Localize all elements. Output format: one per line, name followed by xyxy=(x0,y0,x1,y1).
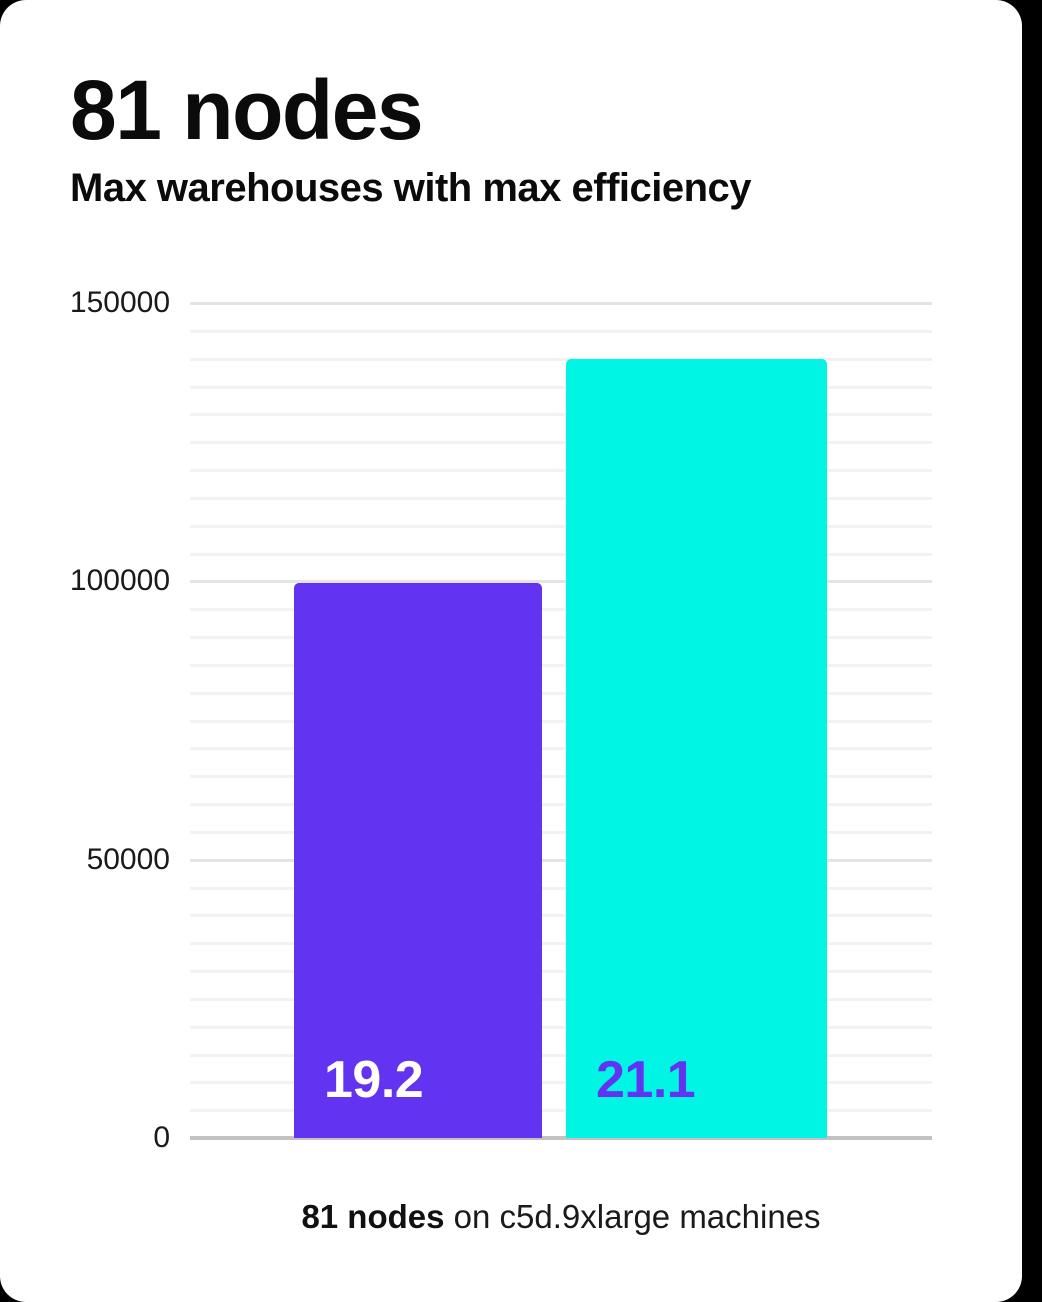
chart-bar: 19.2 xyxy=(294,583,542,1138)
minor-gridline xyxy=(190,329,932,333)
y-axis-tick-label: 0 xyxy=(153,1121,170,1154)
minor-gridline xyxy=(190,413,932,417)
y-axis-tick-label: 50000 xyxy=(86,842,170,876)
major-gridline xyxy=(190,302,932,305)
page-subtitle: Max warehouses with max efficiency xyxy=(70,166,752,210)
bar-value-label: 21.1 xyxy=(596,1051,696,1109)
minor-gridline xyxy=(190,469,932,472)
chart-bar: 21.1 xyxy=(566,358,827,1138)
caption-regular-text: on c5d.9xlarge machines xyxy=(444,1198,821,1235)
minor-gridline xyxy=(190,691,932,695)
minor-gridline xyxy=(190,1025,932,1029)
minor-gridline xyxy=(190,1109,932,1113)
major-gridline xyxy=(190,858,932,862)
page-title: 81 nodes xyxy=(70,63,424,157)
y-axis-tick-label: 100000 xyxy=(69,564,170,598)
major-gridline xyxy=(190,580,932,584)
minor-gridline xyxy=(190,441,932,445)
minor-gridline xyxy=(190,803,932,806)
minor-gridline xyxy=(190,496,932,500)
chart-caption: 81 nodes on c5d.9xlarge machines xyxy=(190,1197,932,1237)
minor-gridline xyxy=(190,385,932,389)
minor-gridline xyxy=(190,608,932,612)
minor-gridline xyxy=(190,970,932,973)
y-axis-tick-label: 150000 xyxy=(69,286,170,319)
minor-gridline xyxy=(190,747,932,751)
minor-gridline xyxy=(190,775,932,779)
minor-gridline xyxy=(190,1053,932,1057)
caption-bold-text: 81 nodes xyxy=(301,1198,445,1235)
minor-gridline xyxy=(190,719,932,723)
bar-value-label: 19.2 xyxy=(324,1051,424,1109)
minor-gridline xyxy=(190,942,932,946)
minor-gridline xyxy=(190,886,932,890)
minor-gridline xyxy=(190,830,932,834)
minor-gridline xyxy=(190,524,932,528)
minor-gridline xyxy=(190,552,932,556)
x-axis-line xyxy=(190,1136,932,1140)
minor-gridline xyxy=(190,914,932,918)
minor-gridline xyxy=(190,1081,932,1085)
minor-gridline xyxy=(190,357,932,361)
minor-gridline xyxy=(190,997,932,1001)
minor-gridline xyxy=(190,636,932,639)
bar-chart-plot-area: 19.2 21.1 xyxy=(190,302,932,1140)
y-axis-tick-labels: 0 50000 100000 150000 xyxy=(0,286,170,1154)
minor-gridline xyxy=(190,663,932,667)
